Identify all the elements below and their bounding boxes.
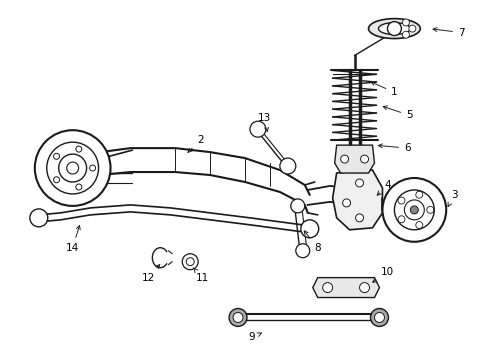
Polygon shape [333,170,383,230]
Circle shape [388,22,401,36]
Circle shape [323,283,333,293]
Circle shape [343,199,350,207]
Circle shape [280,158,296,174]
Text: 3: 3 [448,190,458,207]
Circle shape [410,206,418,214]
Polygon shape [313,278,379,298]
Circle shape [402,19,410,26]
Text: 6: 6 [378,143,411,153]
Circle shape [409,25,416,32]
Circle shape [402,31,410,38]
Text: 14: 14 [66,225,80,253]
Circle shape [383,178,446,242]
Circle shape [35,130,111,206]
Circle shape [233,312,243,323]
Text: 4: 4 [377,180,391,195]
Circle shape [356,179,364,187]
Text: 11: 11 [193,268,209,283]
Text: 7: 7 [433,28,465,37]
Ellipse shape [378,23,410,35]
Text: 8: 8 [304,231,321,253]
Text: 1: 1 [371,82,398,97]
Circle shape [301,220,318,238]
Text: 2: 2 [188,135,203,152]
Circle shape [361,155,368,163]
Circle shape [296,244,310,258]
Text: 13: 13 [258,113,271,131]
Circle shape [374,312,385,323]
Circle shape [341,155,348,163]
Circle shape [370,309,389,327]
Circle shape [356,214,364,222]
Circle shape [360,283,369,293]
Text: 12: 12 [142,265,160,283]
Polygon shape [335,145,374,173]
Circle shape [30,209,48,227]
Text: 5: 5 [383,106,413,120]
Ellipse shape [368,19,420,39]
Circle shape [250,121,266,137]
Circle shape [291,199,305,213]
Circle shape [229,309,247,327]
Circle shape [182,254,198,270]
Text: 9: 9 [248,332,262,342]
Text: 10: 10 [373,267,394,282]
